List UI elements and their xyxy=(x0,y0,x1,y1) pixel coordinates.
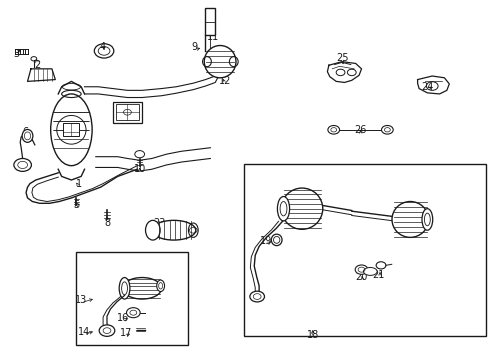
Text: 23: 23 xyxy=(153,218,165,228)
Text: 7: 7 xyxy=(19,159,25,169)
Text: 24: 24 xyxy=(420,82,433,92)
Text: 6: 6 xyxy=(22,127,28,136)
Text: 16: 16 xyxy=(117,313,129,323)
Circle shape xyxy=(381,126,392,134)
Text: 14: 14 xyxy=(77,327,89,337)
Text: 5: 5 xyxy=(73,200,79,210)
Bar xyxy=(204,8,215,35)
Circle shape xyxy=(99,325,115,336)
Text: 12: 12 xyxy=(218,76,231,86)
Ellipse shape xyxy=(51,94,92,166)
Polygon shape xyxy=(417,76,448,94)
Ellipse shape xyxy=(122,278,161,299)
Text: 9: 9 xyxy=(191,42,197,52)
Ellipse shape xyxy=(277,197,289,221)
Text: 13: 13 xyxy=(75,295,87,305)
Polygon shape xyxy=(27,69,55,81)
Text: 25: 25 xyxy=(335,53,347,63)
Text: 10: 10 xyxy=(133,164,145,174)
Text: 8: 8 xyxy=(104,218,110,228)
Ellipse shape xyxy=(145,220,160,240)
Text: 17: 17 xyxy=(120,328,132,338)
Text: 22: 22 xyxy=(123,116,136,126)
Text: 11: 11 xyxy=(206,32,219,41)
Text: 4: 4 xyxy=(100,42,106,52)
Bar xyxy=(244,164,485,336)
Ellipse shape xyxy=(281,188,322,229)
Text: 20: 20 xyxy=(355,272,367,282)
Ellipse shape xyxy=(391,202,427,237)
Circle shape xyxy=(327,126,339,134)
Text: 26: 26 xyxy=(354,125,366,135)
Text: 21: 21 xyxy=(372,270,384,280)
Text: 1: 1 xyxy=(76,179,81,189)
Text: 3: 3 xyxy=(13,49,20,59)
Text: 15: 15 xyxy=(119,284,131,294)
Polygon shape xyxy=(327,62,361,82)
Ellipse shape xyxy=(119,278,130,299)
Bar xyxy=(63,123,79,136)
Text: 19: 19 xyxy=(260,236,272,246)
Ellipse shape xyxy=(204,45,236,78)
Text: 2: 2 xyxy=(34,60,41,70)
Ellipse shape xyxy=(22,130,33,142)
Ellipse shape xyxy=(152,220,195,240)
Ellipse shape xyxy=(421,209,432,230)
Bar xyxy=(116,104,139,121)
Circle shape xyxy=(126,308,140,318)
Circle shape xyxy=(14,158,31,171)
Circle shape xyxy=(249,291,264,302)
Ellipse shape xyxy=(157,280,164,292)
Text: 18: 18 xyxy=(306,330,318,340)
Ellipse shape xyxy=(363,267,376,275)
Ellipse shape xyxy=(271,234,282,246)
Circle shape xyxy=(354,265,367,274)
Circle shape xyxy=(375,262,385,269)
Bar xyxy=(76,252,188,345)
Bar xyxy=(113,102,142,123)
